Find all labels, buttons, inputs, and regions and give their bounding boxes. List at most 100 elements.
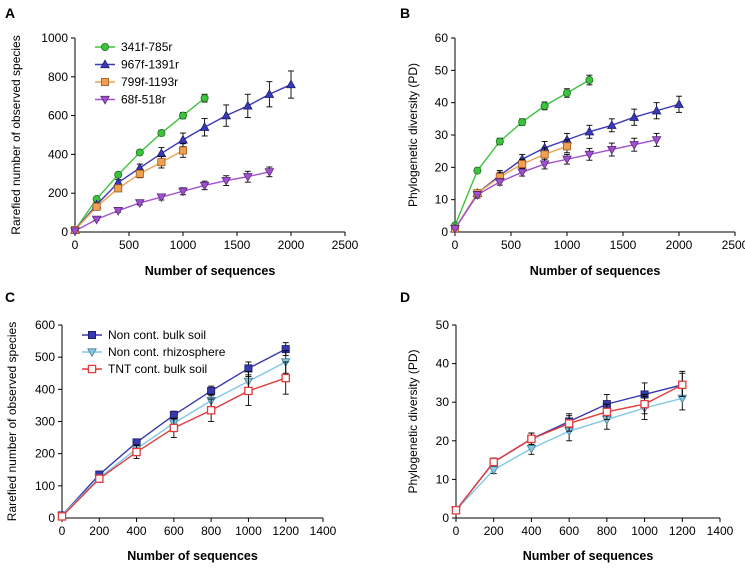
- y-axis-label: Phylogenetic diversity (PD): [406, 349, 420, 493]
- x-tick-label: 1400: [310, 524, 337, 538]
- data-point: [562, 155, 572, 165]
- y-tick-label: 40: [435, 96, 449, 110]
- data-point: [178, 134, 188, 144]
- x-axis-label: Number of sequences: [523, 549, 654, 563]
- y-axis-label: Rarefied number of observed species: [9, 35, 23, 234]
- y-tick-label: 200: [48, 186, 68, 200]
- legend: 341f-785r 967f-1391r 799f-1193r 68f-518r: [95, 40, 179, 107]
- y-tick-label: 300: [35, 415, 55, 429]
- data-point: [242, 173, 253, 182]
- data-point: [264, 89, 275, 98]
- data-point: [135, 169, 144, 178]
- data-point: [242, 100, 253, 110]
- legend-marker: [101, 43, 110, 52]
- data-point: [135, 148, 144, 157]
- data-point: [584, 126, 595, 136]
- x-tick-label: 600: [164, 524, 184, 538]
- data-point: [540, 101, 549, 110]
- data-point: [678, 380, 687, 390]
- data-point: [488, 466, 499, 475]
- series-341f-785r: [450, 74, 594, 230]
- series-line: [454, 145, 568, 230]
- data-point: [489, 457, 498, 467]
- x-axis-label: Number of sequences: [530, 264, 661, 278]
- legend-label: Non cont. rhizosphere: [108, 345, 226, 359]
- legend-label: 341f-785r: [121, 40, 172, 54]
- data-point: [132, 447, 141, 457]
- y-tick-label: 600: [35, 318, 55, 332]
- series-68f-518r: [450, 132, 662, 234]
- data-point: [472, 191, 483, 201]
- x-tick-label: 1200: [272, 524, 299, 538]
- data-point: [526, 444, 537, 454]
- x-axis-label: Number of sequences: [145, 264, 276, 278]
- y-axis-label: Rarefied number of observed species: [5, 322, 19, 521]
- legend: Non cont. bulk soil Non cont. rhizosphere…: [82, 328, 226, 376]
- y-tick-label: 30: [435, 128, 449, 142]
- legend-label: 799f-1193r: [121, 75, 178, 89]
- y-tick-label: 0: [48, 511, 55, 525]
- y-tick-label: 0: [441, 225, 448, 239]
- data-point: [606, 145, 617, 155]
- data-point: [286, 79, 296, 89]
- data-point: [244, 364, 253, 373]
- data-point: [207, 386, 216, 395]
- legend-marker: [100, 95, 110, 105]
- x-tick-label: 2000: [278, 238, 305, 252]
- panel-label: A: [5, 5, 15, 21]
- x-tick-label: 200: [89, 524, 109, 538]
- series-tnt-cont-bulk-soil: [57, 361, 290, 521]
- data-point: [157, 158, 166, 167]
- data-point: [156, 148, 167, 158]
- legend-marker: [101, 78, 110, 87]
- data-point: [113, 207, 124, 216]
- data-point: [70, 227, 80, 237]
- data-point: [169, 411, 178, 420]
- data-point: [450, 225, 460, 234]
- data-point: [178, 187, 188, 197]
- x-tick-label: 1400: [707, 524, 734, 538]
- y-tick-label: 500: [35, 350, 55, 364]
- panel-label: D: [400, 289, 410, 305]
- data-point: [178, 111, 187, 120]
- data-point: [473, 166, 482, 175]
- data-point: [199, 122, 210, 131]
- data-point: [281, 373, 290, 383]
- data-point: [564, 419, 574, 428]
- data-point: [606, 120, 617, 129]
- data-point: [200, 94, 209, 103]
- y-tick-label: 0: [61, 225, 68, 239]
- data-point: [244, 386, 253, 396]
- panel-c: C 0 100 200 300 400 500 600 0 200 400 600 800 1000 120…: [5, 289, 337, 563]
- panel-d: D 0 10 20 30 40 50 0 200 400 600 800 1000 1200 1400 Num…: [400, 289, 734, 563]
- data-point: [156, 193, 167, 203]
- x-tick-label: 0: [452, 238, 459, 252]
- legend-marker: [87, 364, 97, 374]
- y-tick-label: 60: [435, 31, 449, 45]
- y-tick-label: 800: [48, 70, 68, 84]
- data-point: [221, 110, 232, 120]
- x-tick-label: 800: [597, 524, 617, 538]
- legend-marker: [100, 59, 110, 69]
- series-non-cont-rhizosphere: [451, 386, 688, 516]
- x-tick-label: 0: [59, 524, 66, 538]
- data-point: [640, 399, 649, 409]
- y-tick-label: 400: [48, 147, 68, 161]
- data-point: [157, 129, 166, 138]
- x-tick-label: 400: [127, 524, 147, 538]
- x-tick-label: 500: [119, 238, 139, 252]
- y-tick-label: 400: [35, 382, 55, 396]
- legend-label: Non cont. bulk soil: [108, 328, 206, 342]
- data-point: [221, 176, 232, 186]
- y-tick-label: 200: [35, 447, 55, 461]
- y-tick-label: 1000: [41, 31, 68, 45]
- x-axis-label: Number of sequences: [127, 549, 258, 563]
- series-line: [74, 149, 184, 231]
- legend-marker: [88, 330, 97, 339]
- x-tick-label: 600: [559, 524, 579, 538]
- data-point: [584, 150, 595, 160]
- panel-b: B 0 10 20 30 40 50 60 0 500 1000 1500 2000 2500 Number…: [400, 5, 745, 278]
- data-point: [451, 506, 461, 515]
- data-point: [206, 405, 216, 415]
